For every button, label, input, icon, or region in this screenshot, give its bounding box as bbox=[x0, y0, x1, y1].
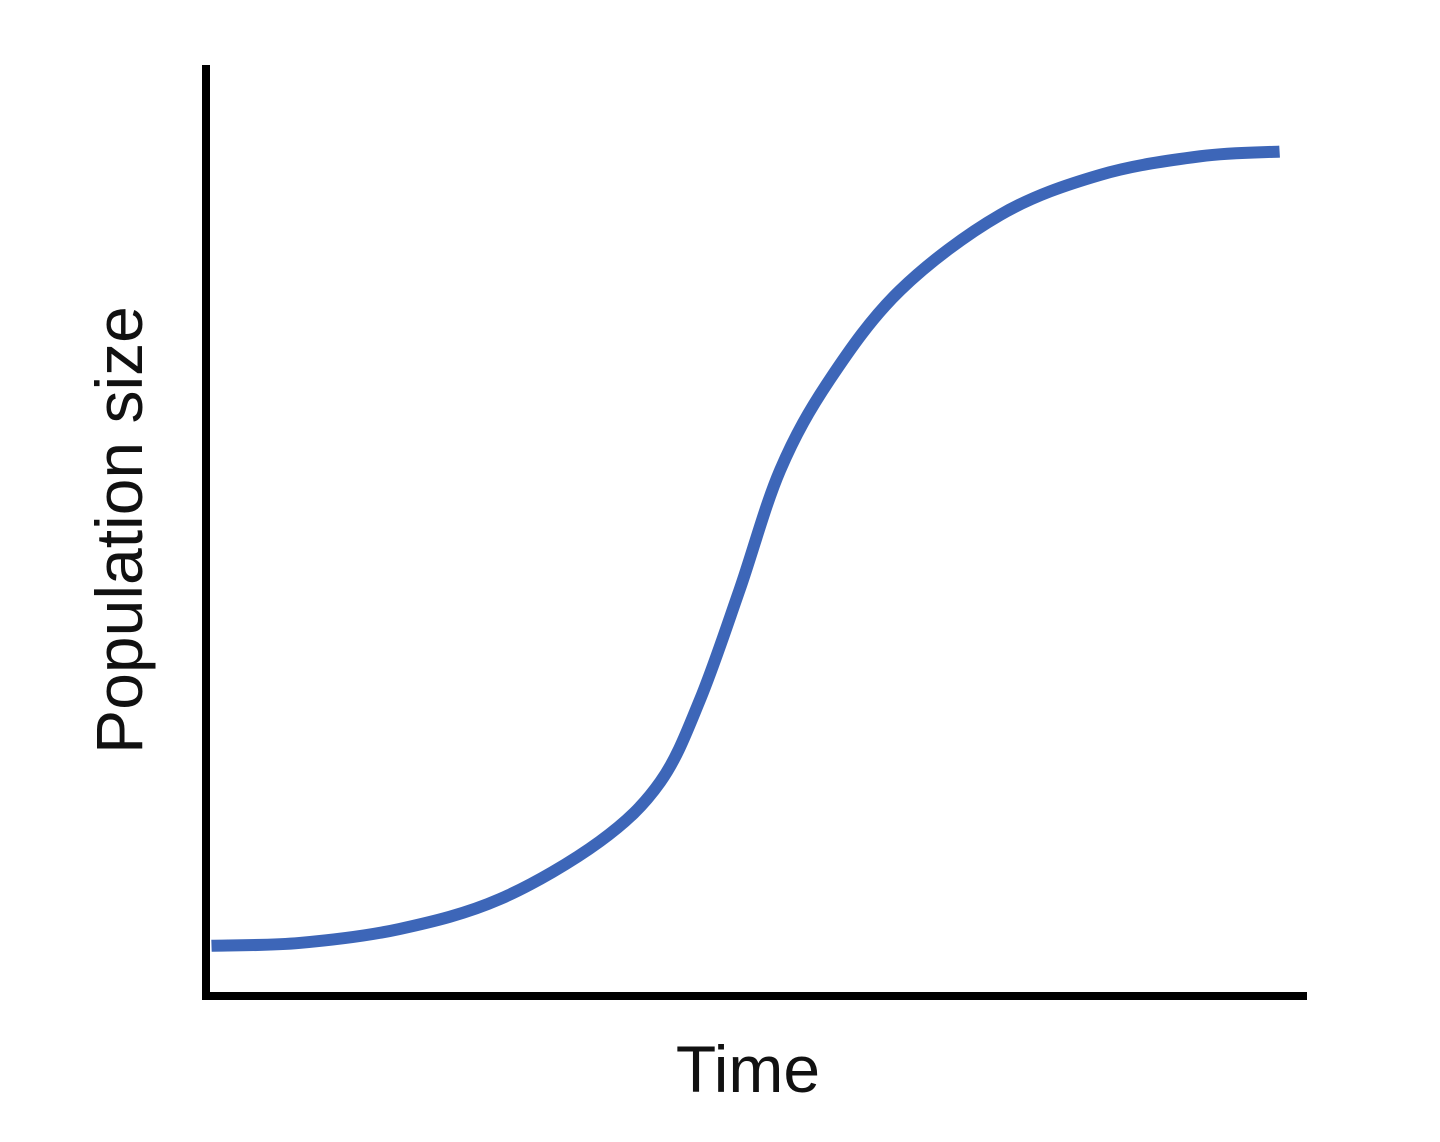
population-curve bbox=[211, 145, 1280, 952]
x-axis-label: Time bbox=[676, 1032, 820, 1106]
y-axis-label: Population size bbox=[82, 306, 156, 754]
